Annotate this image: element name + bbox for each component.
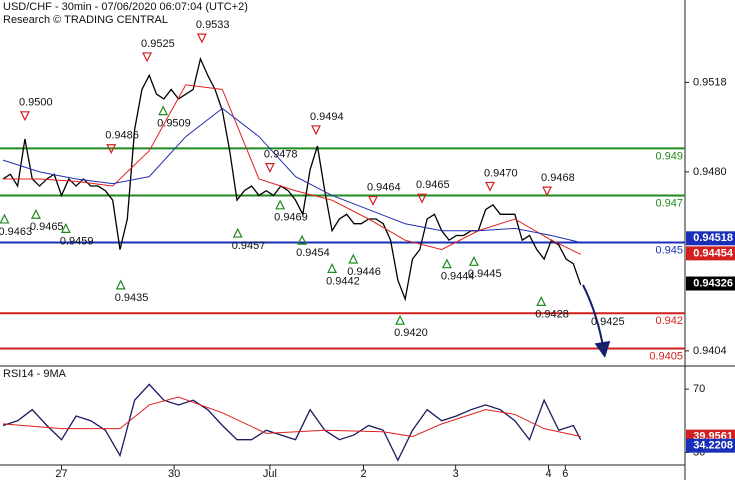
value-tag-label: 0.94454 [693,247,734,259]
high-label: 0.9478 [264,149,298,161]
value-tag-label: 34.2208 [693,440,733,452]
level-label: 0.949 [655,150,683,162]
value-tag [686,276,735,291]
low-marker [60,223,71,233]
series-line [3,84,581,255]
low-label: 0.9444 [441,271,475,283]
high-label: 0.9533 [196,19,230,31]
low-label: 0.9463 [0,226,32,238]
high-marker [106,144,117,155]
x-tick-label: 30 [168,468,180,480]
y-tick-label: 70 [693,383,705,395]
value-tag [686,246,735,261]
low-marker [395,314,406,325]
low-marker [232,227,243,238]
x-tick-label: 2 [360,468,366,480]
y-tick-label: 0.9480 [693,166,727,178]
forecast-label: 0.9425 [591,316,625,328]
high-marker [142,52,153,63]
high-label: 0.9470 [484,167,518,179]
high-marker [542,186,553,197]
high-marker [196,33,207,44]
low-label: 0.9442 [326,275,360,287]
series-line [2,107,581,244]
value-tag-label: 0.94518 [693,232,733,244]
low-marker [441,258,452,269]
high-marker [368,195,378,206]
low-label: 0.9446 [347,266,381,278]
high-label: 0.9465 [416,179,450,191]
x-tick-label: 3 [453,468,459,480]
low-label: 0.9459 [60,235,94,247]
low-label: 0.9420 [394,327,428,339]
value-tag [686,438,735,453]
series-line [2,383,582,462]
low-marker [297,234,308,245]
low-label: 0.9457 [232,240,266,252]
level-label: 0.947 [655,197,683,209]
high-marker [417,193,427,204]
value-tag [686,231,735,246]
x-tick-label: 27 [55,468,67,480]
low-marker [468,255,479,266]
low-label: 0.9454 [296,247,330,259]
y-tick-label: 0.9404 [693,345,727,357]
high-marker [19,111,30,122]
level-label: 0.945 [655,244,683,256]
high-label: 0.9494 [310,111,344,123]
high-marker [264,163,275,173]
low-marker [30,208,41,219]
low-marker [348,253,359,264]
x-tick-label: 4 [545,468,551,480]
high-label: 0.9464 [367,181,401,193]
level-label: 0.942 [655,315,683,327]
chart-title: USD/CHF - 30min - 07/06/2020 06:07:04 (U… [3,1,248,13]
low-label: 0.9428 [535,308,569,320]
rsi-title: RSI14 - 9MA [3,368,67,380]
low-marker [327,263,338,273]
high-marker [311,125,321,136]
chart-subtitle: Research © TRADING CENTRAL [3,14,168,26]
y-tick-label: 0.9518 [693,76,727,88]
low-label: 0.9445 [468,268,502,280]
high-marker [485,181,495,192]
low-marker [0,213,10,224]
low-marker [536,296,547,306]
high-label: 0.9468 [541,172,575,184]
low-label: 0.9509 [157,118,191,130]
low-marker [115,279,126,290]
low-marker [158,105,169,116]
low-label: 0.9465 [30,221,64,233]
x-tick-label: Jul [263,468,277,480]
low-label: 0.9469 [274,212,308,224]
high-label: 0.9500 [19,97,53,109]
high-label: 0.9486 [105,130,139,142]
series-line [2,56,582,302]
forecast-arrow [582,284,611,358]
high-label: 0.9525 [141,38,175,50]
level-label: 0.9405 [649,350,683,362]
series-line [2,396,581,438]
value-tag-label: 0.94326 [693,277,733,289]
low-label: 0.9435 [115,292,149,304]
x-tick-label: 6 [562,468,568,480]
plot: 0.9518 0.9480 0.9404 0.949 0.947 0.945 0.942 0.… [0,19,735,480]
low-marker [275,199,286,210]
